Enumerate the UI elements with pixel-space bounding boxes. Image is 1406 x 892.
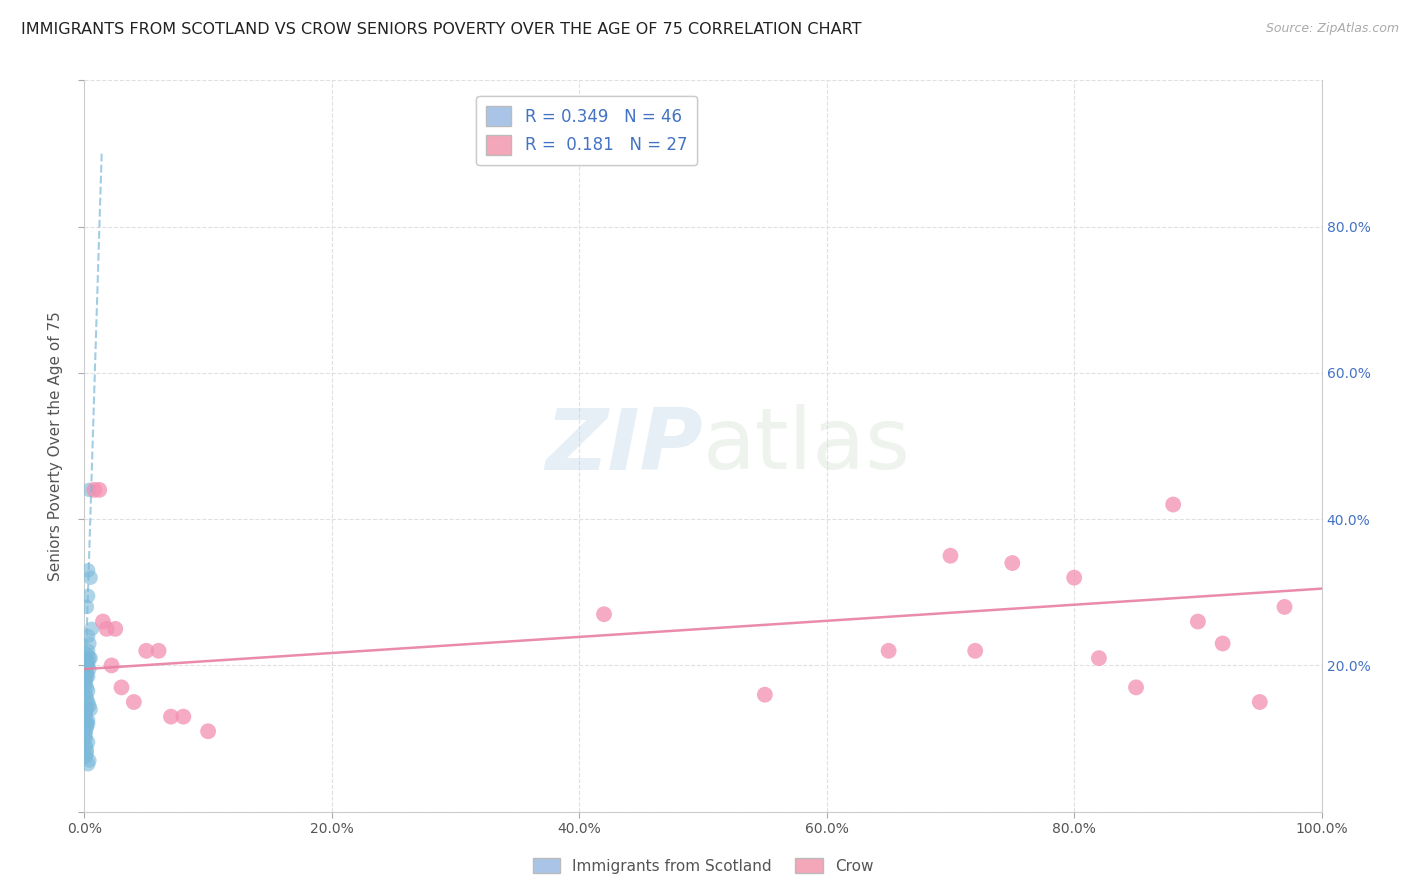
Point xyxy=(197,724,219,739)
Point xyxy=(77,735,100,749)
Point xyxy=(148,644,170,658)
Point xyxy=(77,695,100,709)
Point xyxy=(1274,599,1296,614)
Point xyxy=(76,599,98,614)
Point xyxy=(89,483,111,497)
Point xyxy=(80,622,103,636)
Point xyxy=(1161,498,1184,512)
Point xyxy=(75,724,97,739)
Point xyxy=(75,728,97,742)
Point xyxy=(76,681,98,695)
Point xyxy=(77,669,100,683)
Point xyxy=(1063,571,1085,585)
Point xyxy=(75,749,97,764)
Point xyxy=(1249,695,1271,709)
Point xyxy=(75,709,97,723)
Point xyxy=(77,629,100,643)
Point xyxy=(76,746,98,760)
Point xyxy=(76,658,98,673)
Point xyxy=(83,483,105,497)
Point xyxy=(79,698,101,713)
Point xyxy=(76,721,98,735)
Text: ZIP: ZIP xyxy=(546,404,703,488)
Point xyxy=(76,691,98,706)
Point xyxy=(939,549,962,563)
Point xyxy=(79,651,101,665)
Point xyxy=(1088,651,1111,665)
Point xyxy=(77,655,100,669)
Point xyxy=(75,706,97,720)
Point xyxy=(1125,681,1147,695)
Point xyxy=(75,676,97,690)
Point xyxy=(965,644,987,658)
Point xyxy=(1212,636,1234,650)
Point xyxy=(77,589,100,603)
Point xyxy=(79,483,101,497)
Point xyxy=(75,673,97,687)
Point xyxy=(754,688,776,702)
Point xyxy=(593,607,616,622)
Point xyxy=(77,644,100,658)
Point xyxy=(79,636,101,650)
Point xyxy=(877,644,900,658)
Point xyxy=(76,669,98,683)
Point xyxy=(76,665,98,680)
Point xyxy=(76,702,98,716)
Point xyxy=(1187,615,1209,629)
Point xyxy=(79,754,101,768)
Point xyxy=(79,651,101,665)
Point xyxy=(160,709,183,723)
Point xyxy=(79,571,101,585)
Legend: Immigrants from Scotland, Crow: Immigrants from Scotland, Crow xyxy=(527,852,879,880)
Legend: R = 0.349   N = 46, R =  0.181   N = 27: R = 0.349 N = 46, R = 0.181 N = 27 xyxy=(477,96,697,165)
Point xyxy=(104,622,127,636)
Point xyxy=(77,714,100,728)
Point xyxy=(77,684,100,698)
Text: Source: ZipAtlas.com: Source: ZipAtlas.com xyxy=(1265,22,1399,36)
Text: atlas: atlas xyxy=(703,404,911,488)
Point xyxy=(75,688,97,702)
Text: IMMIGRANTS FROM SCOTLAND VS CROW SENIORS POVERTY OVER THE AGE OF 75 CORRELATION : IMMIGRANTS FROM SCOTLAND VS CROW SENIORS… xyxy=(21,22,862,37)
Point xyxy=(75,731,97,746)
Point xyxy=(91,615,114,629)
Point xyxy=(76,742,98,756)
Point xyxy=(135,644,157,658)
Point xyxy=(77,563,100,577)
Point xyxy=(100,658,122,673)
Point xyxy=(75,651,97,665)
Point xyxy=(1001,556,1024,570)
Point xyxy=(110,681,132,695)
Point xyxy=(77,757,100,772)
Point xyxy=(79,702,101,716)
Y-axis label: Seniors Poverty Over the Age of 75: Seniors Poverty Over the Age of 75 xyxy=(48,311,63,581)
Point xyxy=(77,658,100,673)
Point xyxy=(76,648,98,662)
Point xyxy=(79,662,101,676)
Point xyxy=(77,717,100,731)
Point xyxy=(75,739,97,753)
Point xyxy=(122,695,145,709)
Point xyxy=(76,717,98,731)
Point xyxy=(172,709,194,723)
Point xyxy=(96,622,118,636)
